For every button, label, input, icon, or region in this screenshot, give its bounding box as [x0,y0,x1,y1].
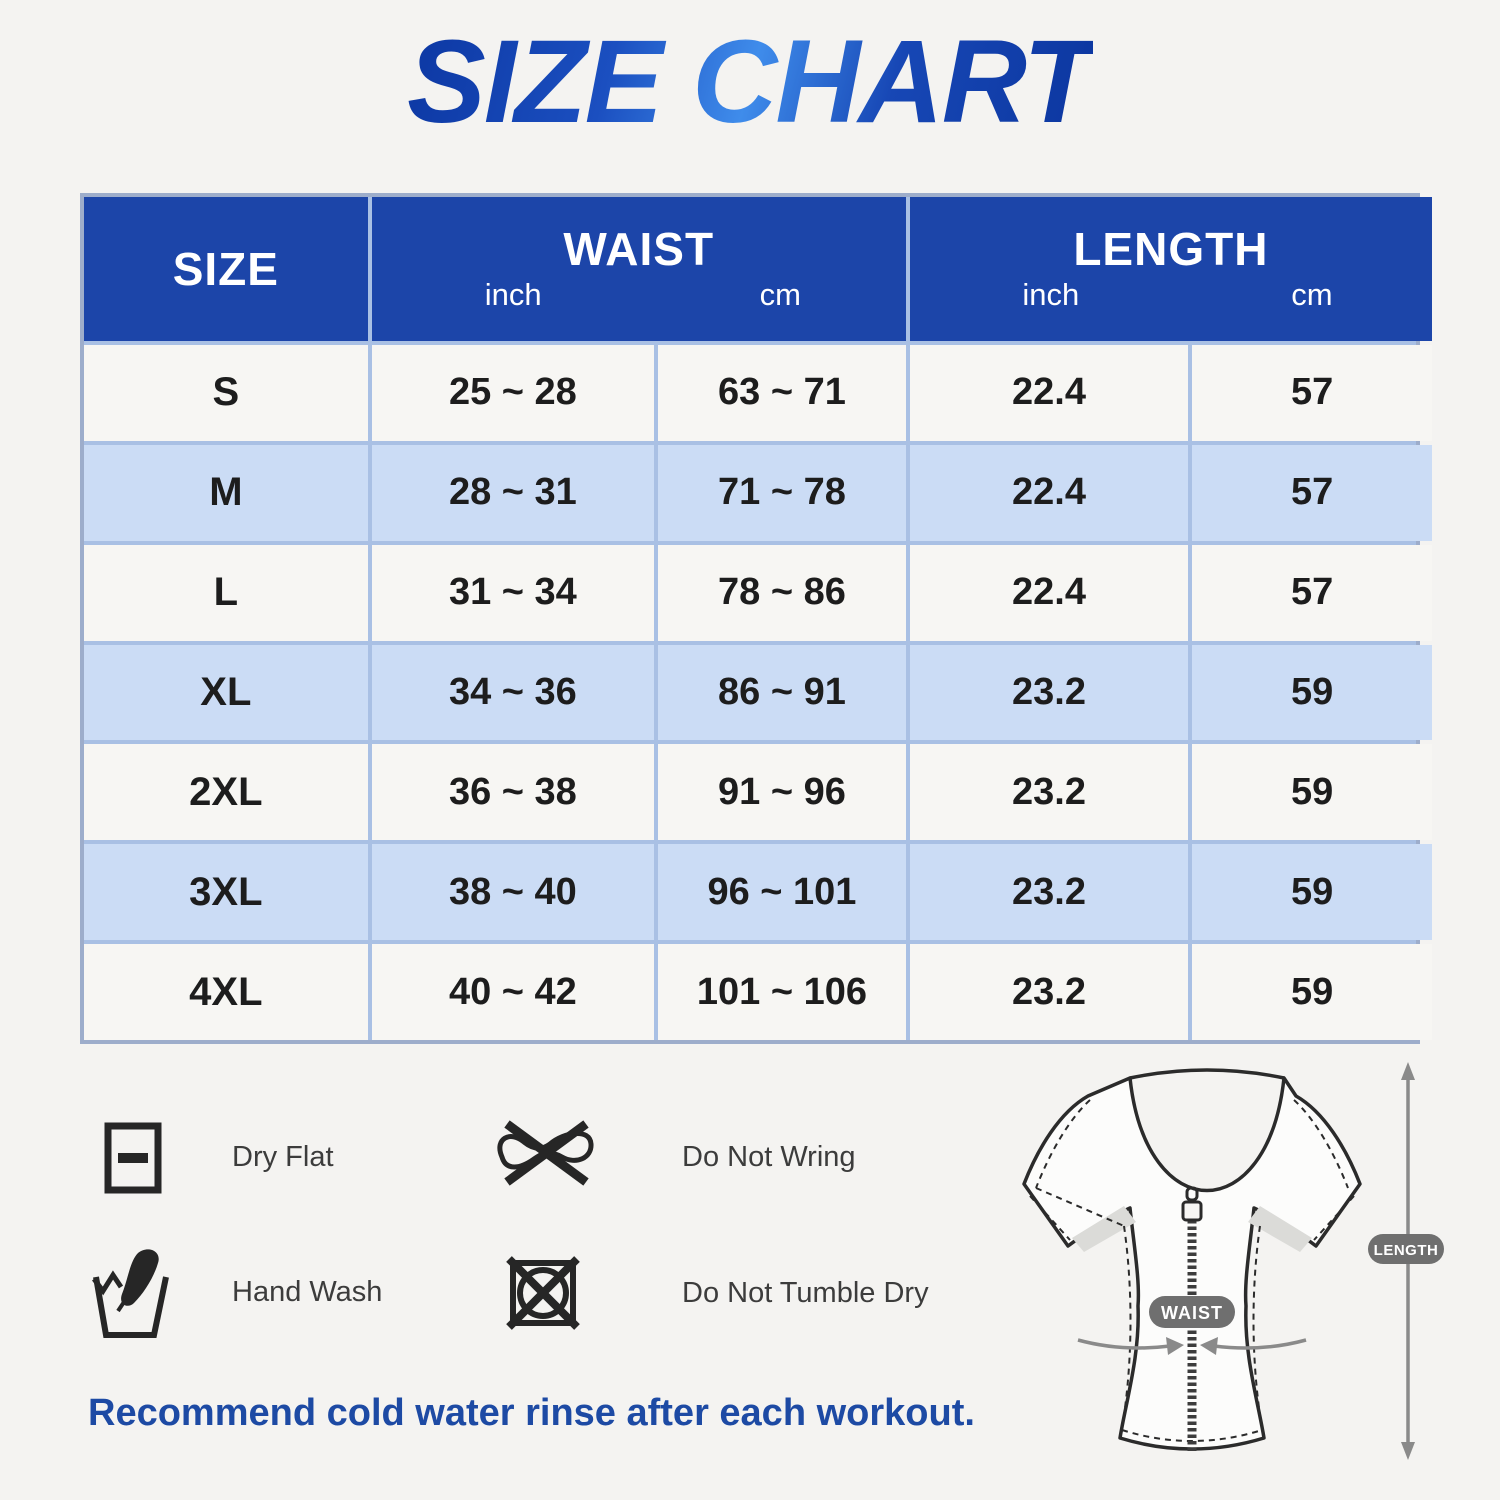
waist-header-label: WAIST [563,222,715,275]
table-cell-length-cm: 57 [1192,345,1432,441]
table-cell-length-cm: 59 [1192,644,1432,741]
table-cell-waist-inch: 36 ~ 38 [371,744,655,841]
table-cell-size: XL [84,644,368,741]
table-cell-length-inch: 23.2 [909,744,1189,841]
care-label: Do Not Tumble Dry [682,1277,929,1309]
care-label: Dry Flat [232,1141,334,1173]
table-cell-size: 4XL [84,944,368,1040]
table-cell-length-inch: 23.2 [909,844,1189,941]
column-header-size: SIZE [84,197,368,341]
table-cell-length-inch: 23.2 [909,944,1189,1040]
length-unit-row: inch cm [910,277,1432,313]
table-cell-length-inch: 22.4 [909,444,1189,541]
table-cell-length-inch: 22.4 [909,544,1189,641]
length-header-label: LENGTH [1073,222,1269,275]
table-cell-waist-cm: 78 ~ 86 [658,544,906,641]
garment-outline [1022,1076,1362,1451]
page-header: SIZE CHART [0,16,1500,148]
zipper [1181,1186,1203,1454]
table-cell-size: L [84,544,368,641]
table-cell-size: 3XL [84,844,368,941]
waist-measure-badge: WAIST [1149,1296,1235,1328]
table-cell-waist-cm: 63 ~ 71 [658,345,906,441]
length-label: LENGTH [1374,1242,1439,1259]
garment-diagram: WAIST LENGTH [1022,1062,1444,1460]
table-cell-waist-inch: 31 ~ 34 [371,544,655,641]
waist-arrows [1077,1337,1307,1355]
table-cell-waist-cm: 91 ~ 96 [658,744,906,841]
do-not-tumble-dry-icon [506,1256,580,1330]
right-panel-shade [1248,1206,1312,1252]
length-unit-inch: inch [1022,277,1080,313]
column-header-length: LENGTH inch cm [909,197,1432,341]
table-cell-length-cm: 57 [1192,544,1432,641]
table-cell-length-inch: 23.2 [909,644,1189,741]
table-cell-waist-inch: 34 ~ 36 [371,644,655,741]
waist-unit-row: inch cm [372,277,906,313]
footnote-text: Recommend cold water rinse after each wo… [88,1392,975,1434]
length-measure-badge: LENGTH [1368,1234,1444,1264]
table-cell-length-inch: 22.4 [909,345,1189,441]
care-label: Hand Wash [232,1276,383,1308]
waist-label: WAIST [1161,1303,1223,1323]
size-header-label: SIZE [172,242,279,295]
waist-unit-inch: inch [484,277,542,313]
table-cell-size: M [84,444,368,541]
table-cell-length-cm: 59 [1192,844,1432,941]
column-header-waist: WAIST inch cm [371,197,906,341]
table-cell-length-cm: 59 [1192,744,1432,841]
size-chart-table: SIZE WAIST inch cm LENGTH inch cm S 25 ~… [80,193,1432,1044]
table-cell-waist-cm: 71 ~ 78 [658,444,906,541]
dry-flat-icon [104,1122,162,1194]
table-cell-waist-inch: 25 ~ 28 [371,345,655,441]
table-cell-size: S [84,345,368,441]
table-cell-waist-cm: 86 ~ 91 [658,644,906,741]
hand-wash-icon [92,1249,169,1338]
seam-lines [1029,1099,1355,1442]
table-cell-length-cm: 57 [1192,444,1432,541]
left-panel-shade [1072,1206,1136,1252]
page-title: SIZE CHART [407,16,1095,148]
table-cell-length-cm: 59 [1192,944,1432,1040]
care-label: Do Not Wring [682,1141,856,1173]
waist-unit-cm: cm [759,277,801,313]
table-cell-size: 2XL [84,744,368,841]
length-unit-cm: cm [1291,277,1333,313]
table-cell-waist-cm: 96 ~ 101 [658,844,906,941]
table-cell-waist-inch: 38 ~ 40 [371,844,655,941]
table-cell-waist-cm: 101 ~ 106 [658,944,906,1040]
table-cell-waist-inch: 28 ~ 31 [371,444,655,541]
table-cell-waist-inch: 40 ~ 42 [371,944,655,1040]
do-not-wring-icon [497,1120,594,1186]
